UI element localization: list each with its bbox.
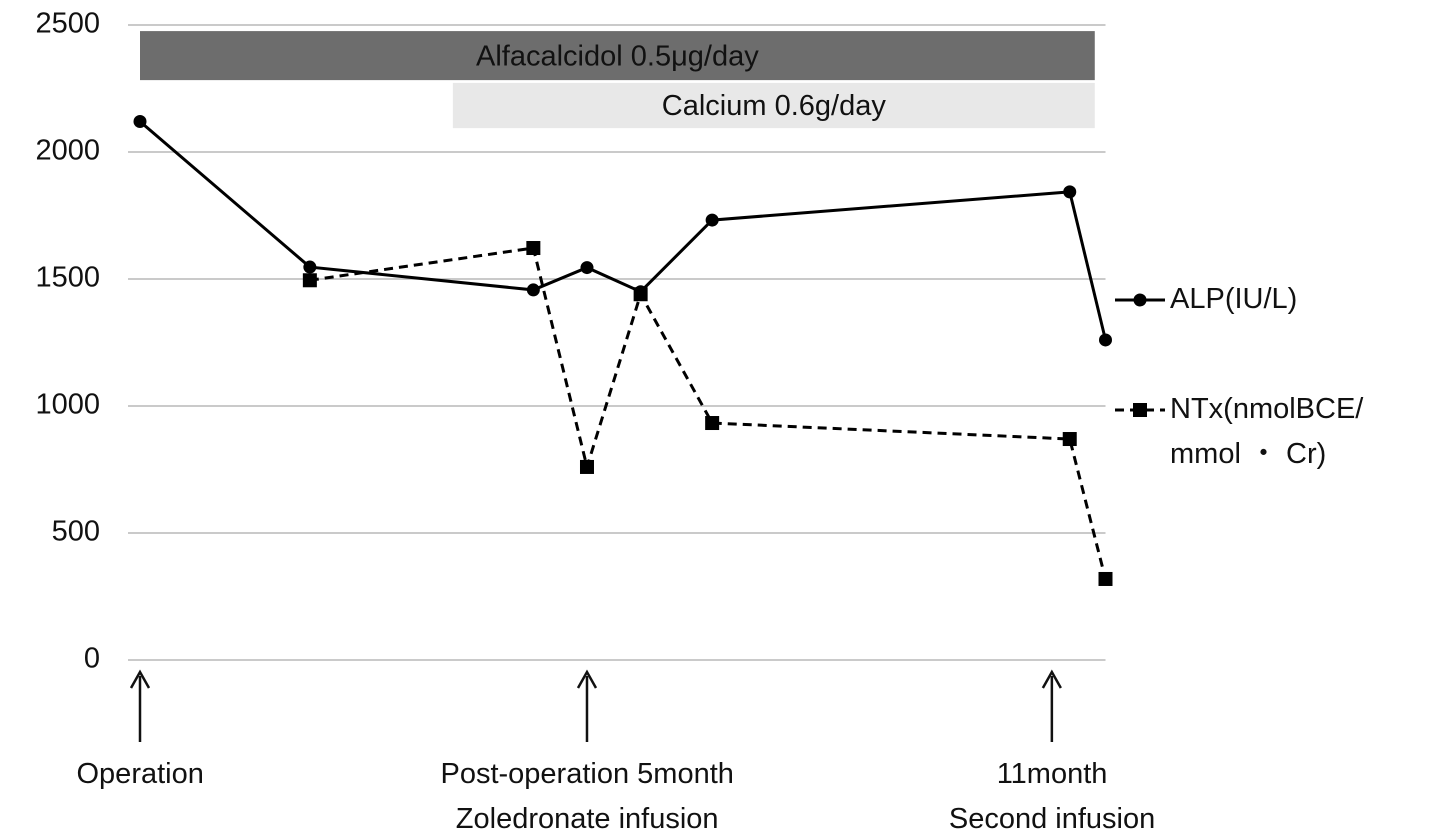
band-label: Calcium 0.6g/day — [662, 90, 887, 122]
treatment-band — [452, 82, 1095, 129]
data-point — [526, 283, 540, 297]
data-point — [1063, 185, 1077, 199]
legend-label: NTx(nmolBCE/ mmol ・ Cr) — [1170, 393, 1364, 470]
data-point — [705, 416, 720, 431]
annotation-label: 11month Second infusion — [948, 758, 1156, 835]
data-point — [1098, 571, 1113, 586]
data-point — [579, 459, 594, 474]
data-point — [1099, 333, 1112, 347]
series-line — [309, 246, 1107, 580]
data-point — [133, 115, 147, 129]
data-point — [526, 241, 541, 256]
data-point — [580, 261, 594, 275]
treatment-band — [140, 31, 1095, 81]
data-point — [302, 273, 317, 288]
data-point — [633, 287, 648, 302]
y-tick-label: 500 — [52, 516, 100, 548]
legend-marker — [1133, 403, 1147, 417]
data-point — [303, 260, 317, 274]
band-label: Alfacalcidol 0.5μg/day — [476, 40, 759, 72]
y-tick-label: 1000 — [35, 389, 100, 421]
legend-label: ALP(IU/L) — [1170, 283, 1298, 315]
annotation-arrowhead — [576, 669, 598, 689]
annotation-label: Post-operation 5month Zoledronate infusi… — [440, 758, 734, 835]
data-point — [705, 213, 719, 227]
y-tick-label: 0 — [84, 643, 100, 675]
y-tick-label: 1500 — [35, 262, 100, 294]
legend-marker — [1133, 293, 1147, 307]
annotation-label: Operation — [76, 758, 204, 790]
data-point — [1062, 432, 1077, 447]
y-tick-label: 2500 — [35, 8, 100, 40]
series-line — [139, 120, 1107, 341]
y-tick-label: 2000 — [35, 135, 100, 167]
annotation-arrowhead — [129, 669, 151, 689]
annotation-arrowhead — [1041, 669, 1062, 689]
